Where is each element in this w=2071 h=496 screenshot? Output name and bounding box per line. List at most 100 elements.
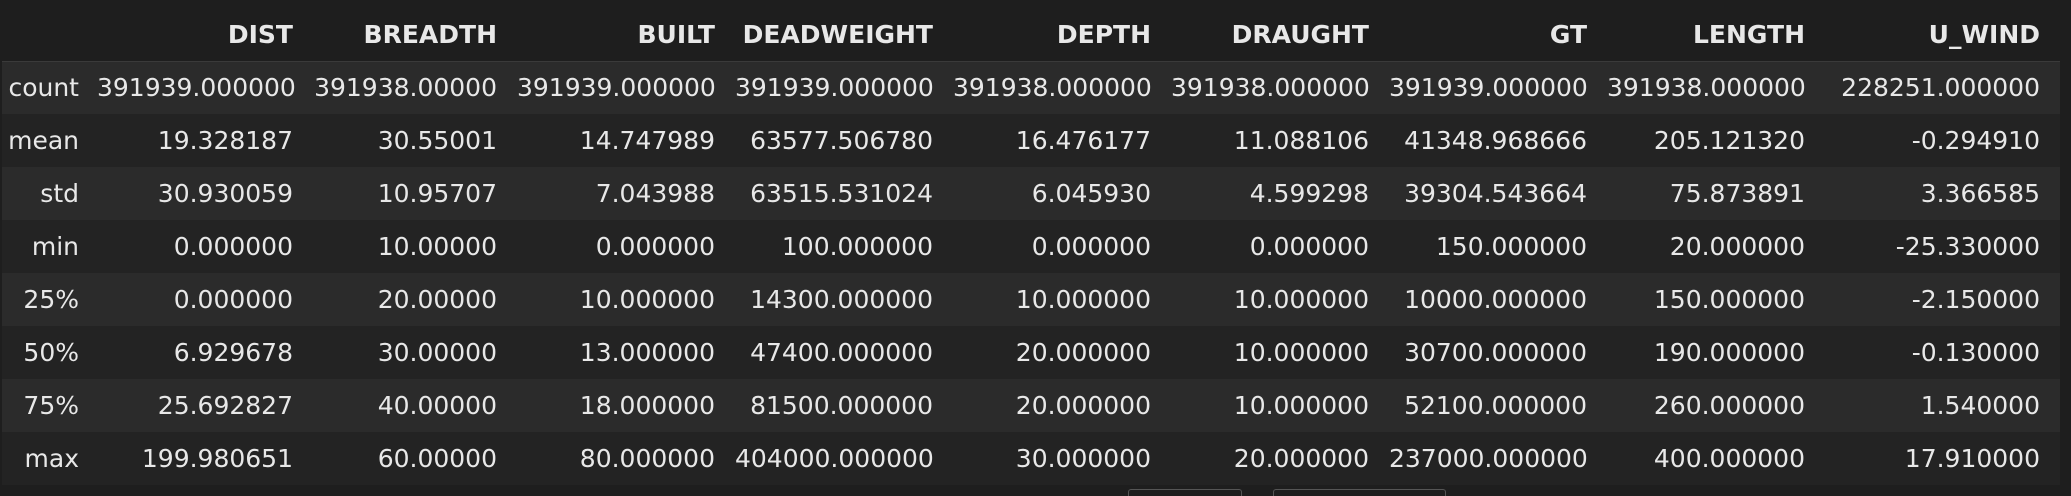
table-cell: 16.476177 [953,114,1171,167]
table-cell: 391938.000000 [953,61,1171,114]
table-cell: -25.330000 [1825,220,2060,273]
table-row: 50% 6.929678 30.00000 13.000000 47400.000000… [2,326,2060,379]
table-cell: 20.000000 [953,379,1171,432]
row-label: min [2,220,97,273]
table-cell: -0.294910 [1825,114,2060,167]
table-cell: 150.000000 [1607,273,1825,326]
table-cell: 80.000000 [517,432,735,485]
table-cell: -0.130000 [1825,326,2060,379]
table-cell: 81500.000000 [735,379,953,432]
table-cell: 199.980651 [97,432,313,485]
table-cell: 30.55001 [313,114,517,167]
table-cell: 30.000000 [953,432,1171,485]
table-row: count 391939.000000 391938.00000 391939.000… [2,61,2060,114]
table-cell: 63515.531024 [735,167,953,220]
scrollbar-thumb-right[interactable] [1273,489,1446,496]
column-header: LENGTH [1607,8,1825,62]
table-cell: 40.00000 [313,379,517,432]
table-cell: 100.000000 [735,220,953,273]
table-cell: 52100.000000 [1389,379,1607,432]
table-cell: 391939.000000 [1389,61,1607,114]
horizontal-scrollbar[interactable] [0,488,2071,496]
row-label: 75% [2,379,97,432]
row-label: max [2,432,97,485]
describe-table: DIST BREADTH BUILT DEADWEIGHT DEPTH DRAUGHT GT… [2,8,2060,485]
table-cell: 41348.968666 [1389,114,1607,167]
table-cell: 0.000000 [1171,220,1389,273]
table-cell: 17.910000 [1825,432,2060,485]
table-cell: 391939.000000 [97,61,313,114]
row-label: mean [2,114,97,167]
table-cell: 391938.000000 [1171,61,1389,114]
column-header: BUILT [517,8,735,62]
table-cell: 237000.000000 [1389,432,1607,485]
row-label: 50% [2,326,97,379]
table-row: std 30.930059 10.95707 7.043988 63515.531024… [2,167,2060,220]
column-header: DIST [97,8,313,62]
table-cell: 10.000000 [1171,273,1389,326]
table-cell: 0.000000 [517,220,735,273]
table-cell: 60.00000 [313,432,517,485]
row-label: std [2,167,97,220]
table-cell: 4.599298 [1171,167,1389,220]
table-cell: 20.000000 [1171,432,1389,485]
table-cell: 7.043988 [517,167,735,220]
table-cell: 75.873891 [1607,167,1825,220]
table-cell: 260.000000 [1607,379,1825,432]
table-cell: 190.000000 [1607,326,1825,379]
table-cell: 14.747989 [517,114,735,167]
table-cell: 10000.000000 [1389,273,1607,326]
column-header: BREADTH [313,8,517,62]
column-header: DEADWEIGHT [735,8,953,62]
column-header: U_WIND [1825,8,2060,62]
table-cell: 11.088106 [1171,114,1389,167]
table-cell: 20.000000 [1607,220,1825,273]
table-cell: -2.150000 [1825,273,2060,326]
table-cell: 391939.000000 [735,61,953,114]
table-cell: 10.000000 [517,273,735,326]
table-cell: 25.692827 [97,379,313,432]
table-cell: 39304.543664 [1389,167,1607,220]
table-cell: 0.000000 [97,273,313,326]
index-header [2,8,97,62]
table-cell: 19.328187 [97,114,313,167]
table-cell: 18.000000 [517,379,735,432]
table-cell: 1.540000 [1825,379,2060,432]
table-cell: 47400.000000 [735,326,953,379]
table-cell: 10.000000 [1171,379,1389,432]
table-cell: 30.00000 [313,326,517,379]
table-cell: 6.045930 [953,167,1171,220]
table-cell: 30700.000000 [1389,326,1607,379]
table-cell: 150.000000 [1389,220,1607,273]
table-cell: 228251.000000 [1825,61,2060,114]
table-cell: 10.95707 [313,167,517,220]
header-row: DIST BREADTH BUILT DEADWEIGHT DEPTH DRAUGHT GT… [2,8,2060,62]
table-cell: 0.000000 [953,220,1171,273]
scrollbar-thumb-left[interactable] [1128,489,1242,496]
table-cell: 10.000000 [953,273,1171,326]
table-cell: 14300.000000 [735,273,953,326]
row-label: 25% [2,273,97,326]
table-cell: 10.000000 [1171,326,1389,379]
table-cell: 10.00000 [313,220,517,273]
table-cell: 391938.000000 [1607,61,1825,114]
table-cell: 0.000000 [97,220,313,273]
table-row: min 0.000000 10.00000 0.000000 100.000000 0.0… [2,220,2060,273]
table-row: max 199.980651 60.00000 80.000000 404000.000… [2,432,2060,485]
table-cell: 205.121320 [1607,114,1825,167]
column-header: GT [1389,8,1607,62]
table-cell: 20.000000 [953,326,1171,379]
table-cell: 20.00000 [313,273,517,326]
table-body: count 391939.000000 391938.00000 391939.000… [2,61,2060,485]
table-cell: 30.930059 [97,167,313,220]
row-label: count [2,61,97,114]
table-cell: 13.000000 [517,326,735,379]
table-cell: 3.366585 [1825,167,2060,220]
table-cell: 400.000000 [1607,432,1825,485]
table-cell: 6.929678 [97,326,313,379]
table-row: mean 19.328187 30.55001 14.747989 63577.5067… [2,114,2060,167]
table-cell: 404000.000000 [735,432,953,485]
table-row: 75% 25.692827 40.00000 18.000000 81500.00000… [2,379,2060,432]
table-cell: 391939.000000 [517,61,735,114]
